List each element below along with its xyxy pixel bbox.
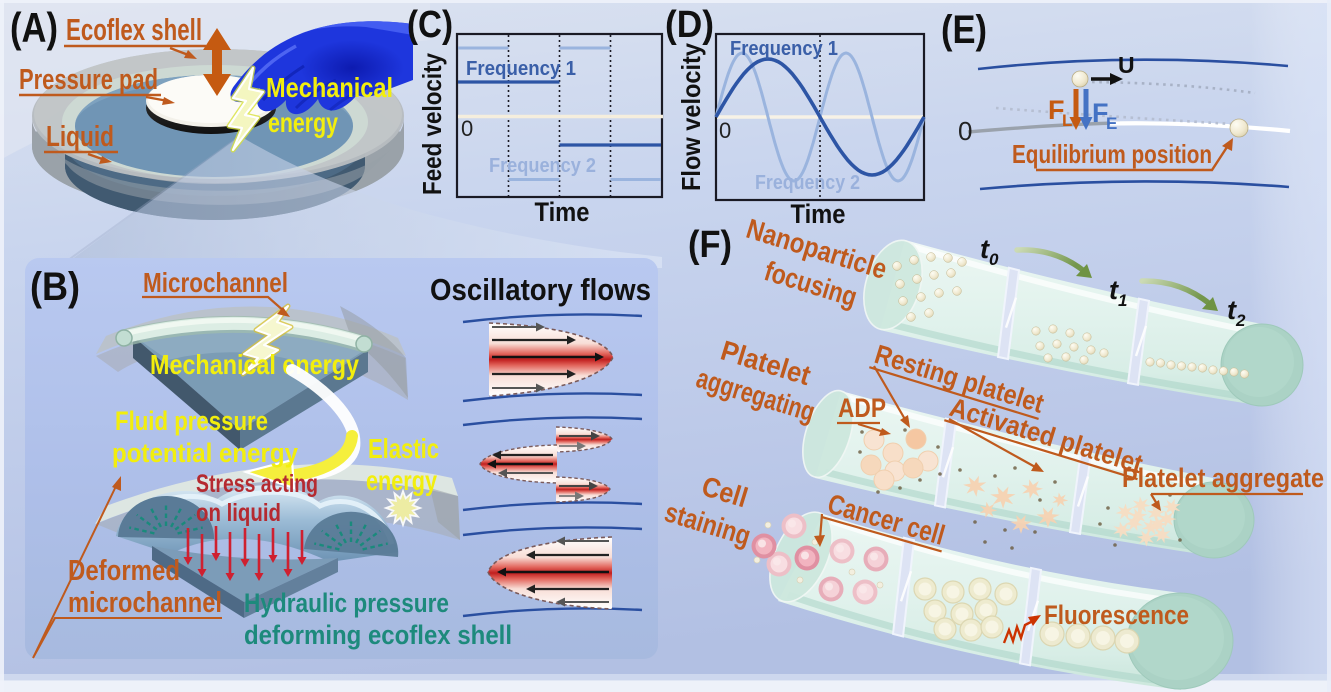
svg-text:F: F — [1092, 98, 1109, 128]
svg-text:F: F — [1048, 95, 1065, 125]
svg-text:(A): (A) — [10, 4, 58, 51]
svg-text:0: 0 — [958, 116, 972, 146]
svg-text:Fluid pressure: Fluid pressure — [115, 406, 268, 436]
svg-text:0: 0 — [461, 116, 473, 141]
svg-text:0: 0 — [719, 118, 731, 143]
svg-text:Frequency 2: Frequency 2 — [489, 155, 596, 177]
svg-text:1: 1 — [1118, 291, 1127, 310]
svg-text:Fluorescence: Fluorescence — [1044, 600, 1189, 630]
svg-text:Mechanical: Mechanical — [266, 72, 393, 103]
svg-text:E: E — [1106, 114, 1117, 133]
svg-text:Frequency 1: Frequency 1 — [466, 58, 576, 80]
svg-text:(E): (E) — [941, 8, 987, 52]
svg-text:Deformed: Deformed — [68, 555, 180, 587]
svg-text:(B): (B) — [30, 265, 80, 309]
svg-text:Elastic: Elastic — [368, 433, 439, 464]
svg-text:energy: energy — [268, 107, 338, 138]
svg-text:(C): (C) — [407, 4, 453, 46]
svg-text:energy: energy — [366, 465, 437, 496]
svg-text:Equilibrium position: Equilibrium position — [1012, 139, 1212, 169]
svg-text:ADP: ADP — [838, 393, 886, 423]
svg-text:t: t — [1227, 295, 1237, 325]
svg-text:Oscillatory flows: Oscillatory flows — [430, 272, 651, 307]
svg-text:Stress acting: Stress acting — [196, 470, 318, 498]
svg-text:Microchannel: Microchannel — [143, 267, 288, 298]
svg-text:t: t — [980, 234, 990, 264]
svg-text:Time: Time — [535, 197, 590, 227]
svg-text:0: 0 — [989, 250, 999, 269]
svg-text:U: U — [1118, 52, 1135, 78]
svg-text:Flow velocity: Flow velocity — [676, 43, 706, 191]
svg-text:Feed velocity: Feed velocity — [417, 53, 447, 195]
svg-text:Frequency 2: Frequency 2 — [755, 172, 860, 194]
svg-text:Mechanical energy: Mechanical energy — [150, 349, 359, 380]
svg-text:Platelet aggregate: Platelet aggregate — [1122, 463, 1324, 493]
svg-text:Liquid: Liquid — [46, 121, 114, 153]
svg-text:2: 2 — [1235, 311, 1246, 330]
svg-text:potential energy: potential energy — [112, 438, 298, 468]
svg-text:Frequency 1: Frequency 1 — [730, 38, 838, 60]
svg-text:(D): (D) — [665, 4, 714, 46]
svg-text:L: L — [1062, 111, 1072, 130]
svg-text:microchannel: microchannel — [68, 587, 222, 619]
svg-text:t: t — [1109, 275, 1119, 305]
svg-text:deforming ecoflex shell: deforming ecoflex shell — [244, 620, 512, 650]
svg-text:Time: Time — [791, 199, 846, 229]
svg-text:(F): (F) — [688, 224, 732, 266]
svg-text:Ecoflex shell: Ecoflex shell — [66, 12, 202, 47]
svg-text:Pressure pad: Pressure pad — [19, 64, 158, 96]
svg-text:on liquid: on liquid — [196, 499, 281, 527]
svg-text:Hydraulic pressure: Hydraulic pressure — [244, 588, 449, 618]
